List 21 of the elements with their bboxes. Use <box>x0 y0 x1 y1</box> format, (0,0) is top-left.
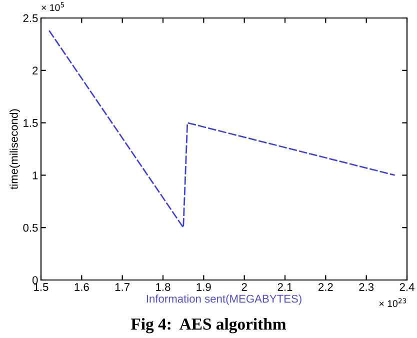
caption: Fig 4: AES algorithm <box>131 318 286 334</box>
y-tick-label: 0.5 <box>23 224 38 232</box>
y-tick-label: 1.5 <box>24 119 38 127</box>
x-tick-label: 1.7 <box>115 283 130 291</box>
text: × 10$^{5}$ <box>42 2 64 12</box>
x-tick-label: 1.8 <box>156 283 170 291</box>
y-tick-label: 2 <box>32 66 38 74</box>
x-tick-label: 2 <box>242 283 247 291</box>
x-tick-label: 2.3 <box>359 283 374 291</box>
x-axis-title: Information sent(MEGABYTES) <box>146 294 302 305</box>
y-tick-label: 1 <box>32 172 38 180</box>
line-series <box>48 30 396 228</box>
y-axis-title: time(milisecond) <box>10 109 20 190</box>
x-tick-label: 2.1 <box>278 283 292 291</box>
text: × 10$^{23}$ <box>379 298 406 308</box>
x-tick-label: 2.4 <box>400 283 414 291</box>
x-tick-label: 1.6 <box>74 283 89 291</box>
x-tick-label: 1.9 <box>196 283 211 291</box>
y-tick-label: 0 <box>32 276 38 284</box>
x-tick-label: 2.2 <box>318 283 333 291</box>
y-tick-label: 2.5 <box>23 14 38 22</box>
